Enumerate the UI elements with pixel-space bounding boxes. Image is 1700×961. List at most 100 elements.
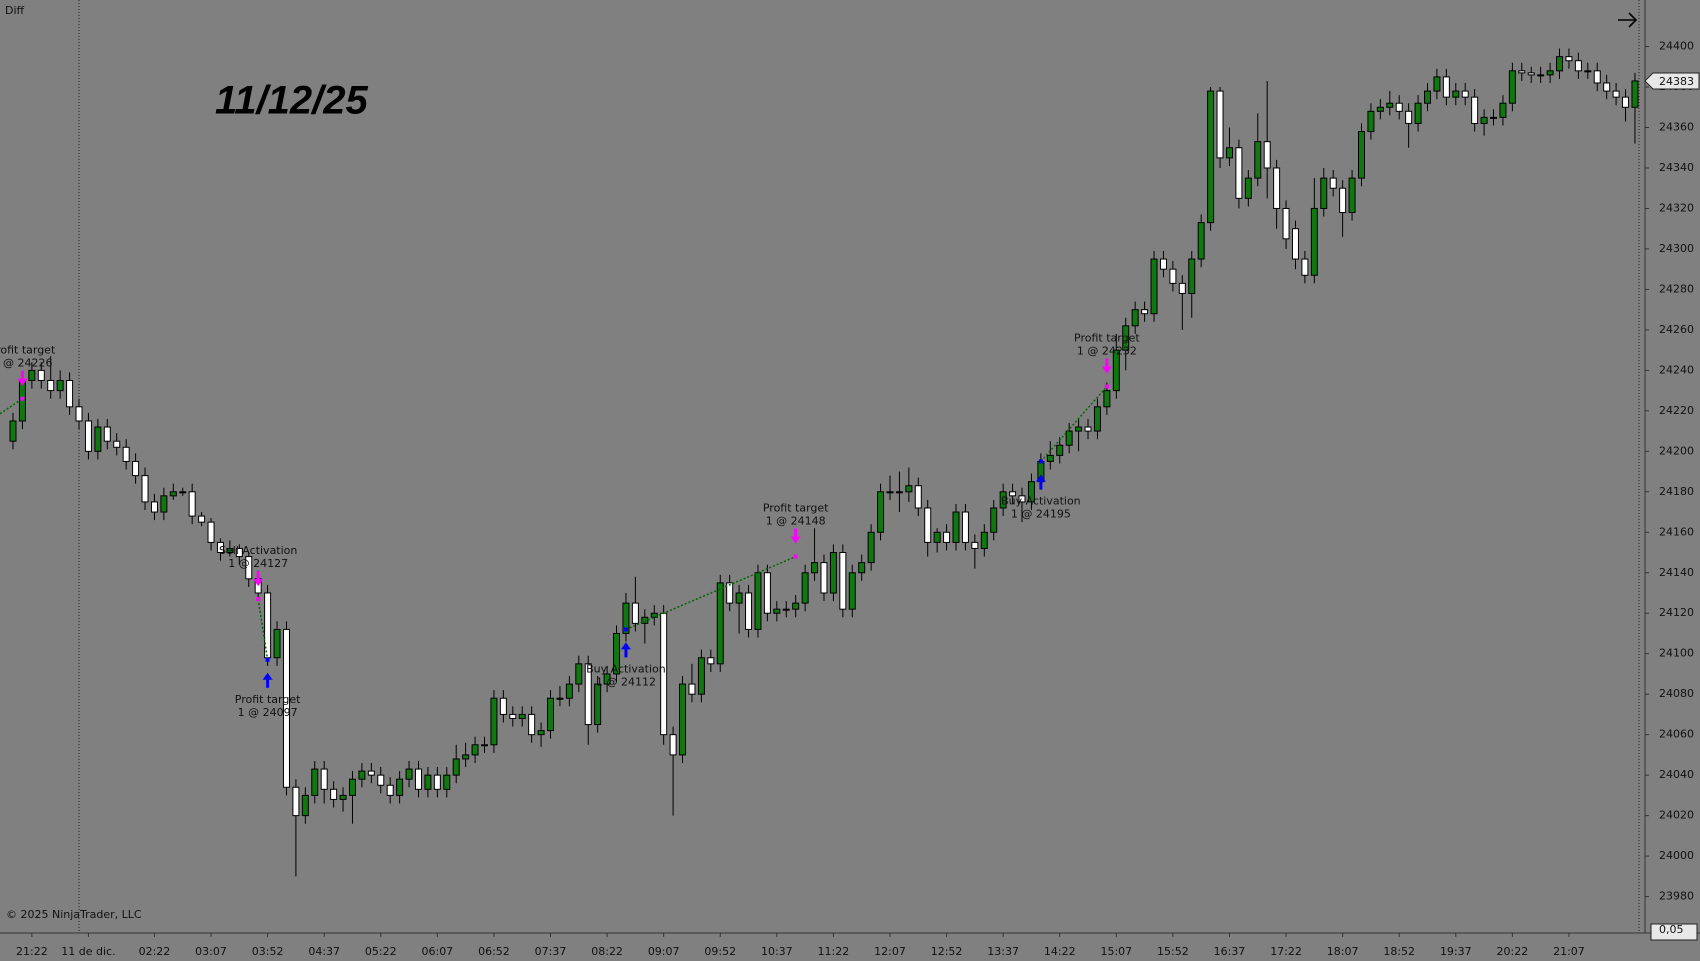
candle-body — [1480, 116, 1488, 124]
candle-body — [1565, 56, 1573, 62]
candle-body — [547, 697, 555, 732]
y-tick-label: 24200 — [1659, 444, 1694, 457]
candle-body — [669, 734, 677, 756]
candle-body — [150, 501, 158, 513]
candle-body — [1056, 444, 1064, 456]
x-tick-label: 21:07 — [1553, 945, 1585, 958]
candle-body — [481, 744, 488, 747]
candle-body — [1603, 82, 1611, 92]
nav-arrow[interactable] — [1618, 12, 1638, 28]
candle-body — [1065, 430, 1073, 446]
trade-label: Buy Activation — [1001, 494, 1081, 507]
candle-body — [603, 673, 611, 685]
candle-body — [358, 770, 366, 780]
candle-body — [66, 379, 74, 408]
candle-body — [292, 786, 300, 817]
candle-body — [1310, 207, 1318, 276]
candle-body — [811, 562, 819, 574]
candle-body — [9, 420, 17, 442]
candle-body — [641, 616, 649, 624]
candle-body — [198, 515, 206, 523]
y-tick-label: 24020 — [1659, 809, 1694, 822]
candle-body — [556, 697, 564, 700]
candle-body — [282, 628, 290, 788]
x-tick-label: 13:37 — [987, 945, 1019, 958]
candle-body — [952, 511, 960, 543]
candle-body — [1386, 102, 1394, 108]
candle-body — [405, 768, 413, 780]
candle-body — [1084, 426, 1092, 432]
candle-body — [801, 572, 809, 604]
candle-body — [179, 491, 187, 494]
x-tick-label: 17:22 — [1270, 945, 1302, 958]
candle-body — [1046, 454, 1054, 462]
candle-body — [1291, 228, 1299, 260]
candle-body — [462, 754, 470, 760]
y-tick-label: 24240 — [1659, 363, 1694, 376]
candle-body — [1197, 222, 1205, 260]
indicator-label: Diff — [5, 4, 25, 17]
candle-body — [961, 511, 969, 543]
candle-body — [1452, 90, 1460, 98]
candle-body — [1584, 70, 1592, 73]
candle-body — [235, 547, 243, 558]
candle-body — [47, 379, 55, 392]
candle-body — [1188, 258, 1196, 294]
candle-body — [1537, 74, 1545, 77]
x-tick-label: 16:37 — [1214, 945, 1246, 958]
candle-body — [1508, 70, 1516, 104]
candle-body — [537, 730, 545, 736]
trade-link — [625, 555, 796, 631]
x-tick-label: 08:22 — [591, 945, 623, 958]
candle-body — [226, 547, 234, 554]
candle-body — [1150, 258, 1158, 315]
candle-body — [216, 541, 224, 554]
candle-body — [1593, 70, 1601, 84]
last-price-tag — [1644, 72, 1700, 90]
x-tick-label: 03:52 — [252, 945, 284, 958]
x-tick-label: 18:52 — [1383, 945, 1415, 958]
y-tick-label: 24100 — [1659, 647, 1694, 660]
candle-body — [980, 531, 988, 549]
candle-body — [1282, 207, 1290, 240]
trade-label: Sell Activation — [219, 544, 297, 557]
y-tick-label: 24160 — [1659, 525, 1694, 538]
x-tick-label: 11:22 — [818, 945, 850, 958]
candle-body — [999, 491, 1007, 509]
candle-body — [1244, 177, 1252, 199]
candle-body — [726, 582, 734, 604]
candle-body — [943, 531, 951, 543]
candle-body — [688, 683, 696, 695]
candle-body — [518, 713, 526, 719]
candle-body — [1207, 90, 1215, 224]
candle-body — [84, 420, 92, 452]
candle-body — [1112, 349, 1120, 392]
y-tick-label: 24260 — [1659, 323, 1694, 336]
trade-label: Profit target — [763, 502, 829, 515]
candle-body — [273, 628, 281, 659]
x-tick-label: 06:52 — [478, 945, 510, 958]
candle-body — [1122, 325, 1130, 351]
candle-body — [631, 602, 639, 624]
candle-body — [782, 608, 790, 611]
candle-body — [1159, 258, 1167, 270]
candle-body — [245, 556, 253, 580]
candle-body — [103, 426, 111, 442]
candle-body — [1320, 177, 1328, 209]
candle-body — [754, 572, 762, 630]
y-tick-label: 24120 — [1659, 606, 1694, 619]
trade-arrow — [253, 571, 264, 587]
candle-body — [1499, 102, 1507, 118]
trade-link — [0, 398, 23, 415]
candle-body — [877, 491, 885, 533]
candle-body — [1169, 268, 1177, 284]
x-tick-label: 07:37 — [535, 945, 567, 958]
candle-body — [697, 657, 705, 695]
x-tick-label: 11 de dic. — [61, 945, 115, 958]
candle-body — [1546, 70, 1554, 76]
candle-body — [839, 552, 847, 610]
candle-body — [320, 768, 328, 790]
candle-body — [1527, 72, 1535, 76]
candle-body — [1357, 131, 1365, 179]
